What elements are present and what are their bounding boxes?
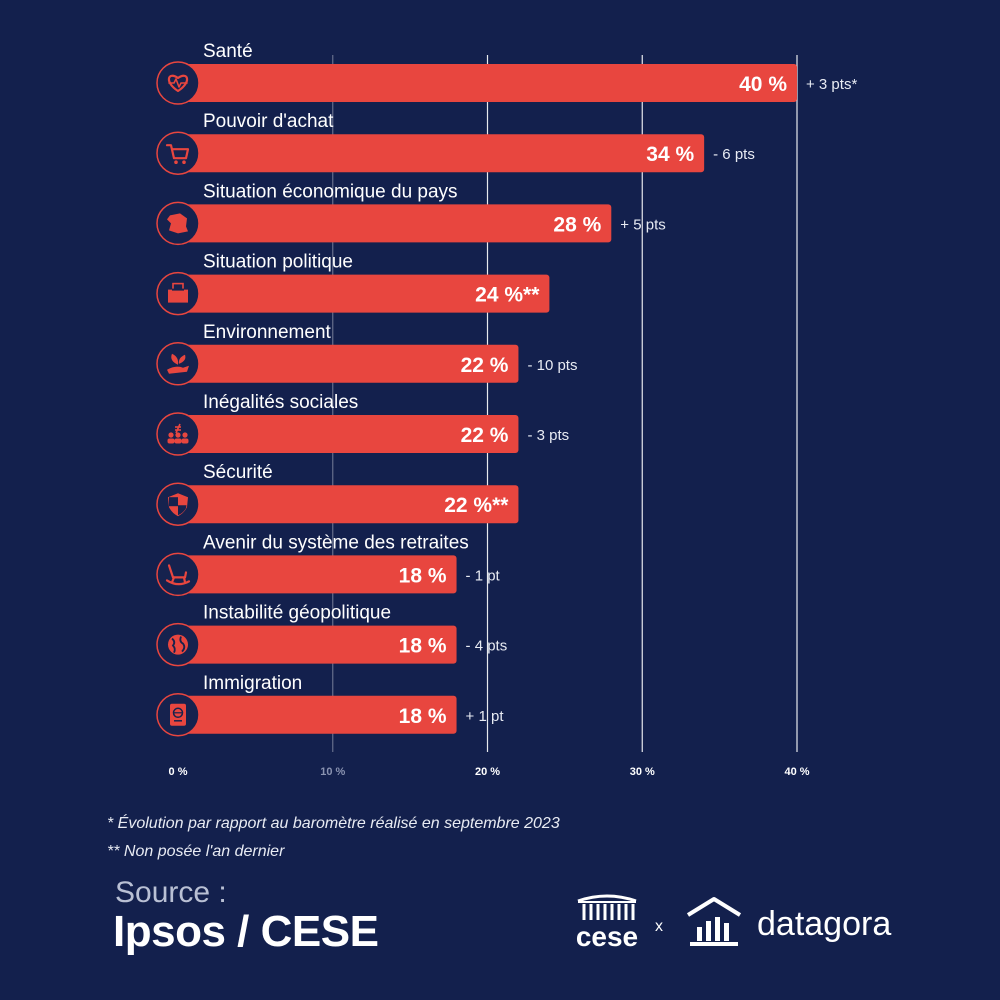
- datagora-building-icon: [686, 897, 742, 946]
- change-label: + 5 pts: [620, 216, 665, 233]
- bar: [178, 204, 612, 243]
- hand-plant-icon: [156, 342, 200, 386]
- passport-icon: [156, 693, 200, 737]
- bar: [178, 695, 457, 734]
- rocking-chair-icon: [156, 552, 200, 597]
- datagora-logo-text: datagora: [757, 905, 892, 943]
- x-tick-label: 20 %: [475, 766, 500, 778]
- category-label: Avenir du système des retraites: [203, 532, 469, 553]
- change-label: - 10 pts: [527, 357, 577, 374]
- logo-separator: x: [655, 918, 663, 935]
- change-label: - 3 pts: [527, 427, 569, 444]
- value-label: 22 %: [461, 424, 509, 447]
- category-label: Environnement: [203, 322, 332, 343]
- x-tick-label: 30 %: [630, 766, 655, 778]
- value-label: 24 %**: [475, 284, 540, 307]
- change-label: - 1 pt: [466, 567, 501, 584]
- bar: [178, 64, 797, 102]
- footnote-evolution: * Évolution par rapport au baromètre réa…: [107, 815, 560, 832]
- shopping-cart-icon: [156, 131, 200, 175]
- category-label: Situation politique: [203, 252, 353, 273]
- value-label: 22 %**: [444, 494, 509, 517]
- source-label: Source :: [115, 876, 227, 909]
- bar-chart: 0 % 10 % 20 % 30 % 40 % Santé 40 % + 3 pts* Pouv…: [156, 41, 857, 778]
- value-label: 40 %: [739, 73, 787, 96]
- category-label: Inégalités sociales: [203, 392, 358, 413]
- value-label: 18 %: [399, 705, 447, 728]
- category-label: Immigration: [203, 673, 302, 694]
- heart-pulse-icon: [156, 61, 200, 105]
- france-map-icon: [156, 201, 200, 246]
- category-label: Pouvoir d'achat: [203, 111, 334, 132]
- ballot-box-icon: [156, 271, 200, 316]
- change-label: + 1 pt: [466, 708, 505, 725]
- value-label: 18 %: [399, 564, 447, 587]
- value-label: 18 %: [399, 635, 447, 658]
- source-name: Ipsos / CESE: [113, 907, 379, 956]
- globe-icon: [156, 622, 200, 667]
- change-label: + 3 pts*: [806, 76, 857, 93]
- category-label: Situation économique du pays: [203, 181, 458, 202]
- x-tick-label: 40 %: [784, 766, 809, 778]
- footnote-not-asked: ** Non posée l'an dernier: [107, 843, 285, 860]
- bar: [178, 555, 457, 594]
- value-label: 34 %: [646, 143, 694, 166]
- change-label: - 4 pts: [466, 638, 508, 655]
- value-label: 28 %: [553, 213, 601, 236]
- change-label: - 6 pts: [713, 146, 755, 163]
- bar: [178, 415, 519, 453]
- x-tick-label: 0 %: [169, 766, 188, 778]
- bar: [178, 485, 519, 524]
- category-label: Instabilité géopolitique: [203, 603, 391, 624]
- people-inequality-icon: [156, 412, 200, 456]
- bar: [178, 134, 705, 173]
- category-label: Sécurité: [203, 462, 273, 483]
- x-tick-label: 10 %: [320, 766, 345, 778]
- shield-icon: [156, 482, 200, 526]
- bar: [178, 274, 550, 313]
- bar: [178, 344, 519, 383]
- cese-logo-text: cese: [575, 921, 639, 952]
- bar: [178, 625, 457, 664]
- cese-building-icon: [577, 894, 637, 920]
- category-label: Santé: [203, 41, 253, 62]
- value-label: 22 %: [461, 354, 509, 377]
